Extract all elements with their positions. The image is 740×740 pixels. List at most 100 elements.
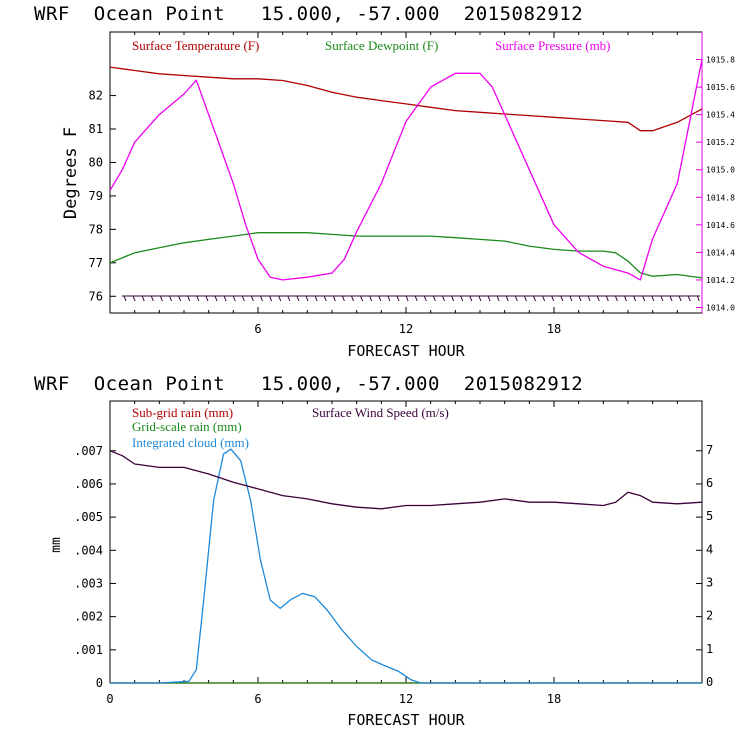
wind-barb [523,295,527,302]
wind-barb [451,295,455,302]
x-tick-label: 6 [254,322,261,336]
y-axis-label: Degrees F [61,127,81,219]
wind-barb [687,295,691,302]
wind-barb [496,295,500,302]
wind-barb [551,295,555,302]
wind-barb [141,295,145,302]
y-tick-label: 0 [96,676,103,690]
wind-barb [396,295,400,302]
wind-barb [651,295,655,302]
wind-barb [278,295,282,302]
wind-barb [351,295,354,302]
y2-tick-label: 6 [706,476,713,490]
wind-barb [123,295,127,302]
wind-barb [514,295,518,302]
y2-tick-label: 0 [706,675,713,689]
wind-barb [132,295,136,302]
y-tick-label: .003 [74,576,103,590]
wind-barb [405,295,409,302]
x-axis-label: FORECAST HOUR [347,711,465,729]
y-tick-label: .004 [74,543,103,557]
wind-barb [369,295,373,302]
y2-tick-label: 4 [706,542,713,556]
wind-barb [442,295,445,302]
y-tick-label: .006 [74,477,103,491]
wind-barb [596,295,600,302]
wind-barb [196,295,200,302]
wind-barb [605,295,609,302]
y2-tick-label: 1014.8 [706,193,735,202]
wind-barb [423,295,427,302]
x-tick-label: 6 [254,692,261,706]
wind-barb [223,295,227,302]
wind-barb [569,295,573,302]
wind-barb [678,295,682,302]
series-line-surface-pressure-mb [109,59,703,281]
wind-barb [296,295,300,302]
wind-barb [323,295,327,302]
y2-tick-label: 5 [706,509,713,523]
wind-barb [269,295,273,302]
series-line-surface-wind-speed-m-s [109,450,703,510]
wind-barb [214,295,218,302]
y2-tick-label: 1015.4 [706,111,735,120]
wind-barb [542,295,546,302]
y2-tick-label: 1015.6 [706,83,735,92]
series-line-integrated-cloud-mm [110,448,702,684]
y2-tick-label: 1015.2 [706,138,735,147]
y2-tick-label: 1 [706,642,713,656]
wind-barb [332,295,336,302]
wind-barb [478,295,482,302]
y-tick-label: 77 [89,256,103,270]
y2-tick-label: 1014.4 [706,248,735,257]
chart-title-bottom: WRF Ocean Point 15.000, -57.000 20150829… [34,373,584,395]
wind-barb [487,295,491,302]
y-ticks: 0 .001 .002 .003 .004 .005 .006 .007 [74,444,116,690]
wind-barb [360,295,364,302]
legend-surface-pressure: Surface Pressure (mb) [495,38,611,53]
wind-barb [505,295,509,302]
y2-ticks: 0 1 2 3 4 5 6 7 [696,443,713,689]
y2-tick-label: 1014.6 [706,221,735,230]
plot-frame [109,31,703,314]
y2-tick-label: 1014.0 [706,303,735,312]
wind-barb [578,295,582,302]
y-tick-label: 82 [89,89,103,103]
legend-surface-wind-speed: Surface Wind Speed (m/s) [312,405,449,420]
x-tick-label: 0 [106,692,113,706]
wind-barb [660,295,664,302]
wind-barb [387,295,391,302]
series-line-surface-dewpoint-f [109,232,703,279]
legend-grid-scale-rain: Grid-scale rain (mm) [132,419,242,434]
y-tick-label: 80 [89,155,103,169]
x-ticks: 6 12 18 [134,32,678,336]
x-tick-label: 18 [547,692,561,706]
y-tick-label: .001 [74,643,103,657]
x-axis-label: FORECAST HOUR [347,342,465,360]
y2-tick-label: 3 [706,575,713,589]
wind-barb [560,295,564,302]
wind-barb [642,295,646,302]
y-tick-label: .005 [74,510,103,524]
wind-barb [159,295,163,302]
y-tick-label: 76 [89,289,103,303]
y2-tick-label: 2 [706,609,713,623]
wind-barb [669,295,673,302]
x-tick-label: 12 [399,692,413,706]
wind-barb [633,295,637,302]
y2-tick-label: 7 [706,443,713,457]
y2-tick-label: 1015.8 [706,56,735,65]
wind-barb [169,295,172,302]
wind-barbs [122,295,700,302]
legend-sub-grid-rain: Sub-grid rain (mm) [132,405,233,420]
wind-barb [287,295,291,302]
chart-bottom: 0 6 12 18 0.001.002.003.004.005.006.007 012… [49,400,713,729]
chart-title-top: WRF Ocean Point 15.000, -57.000 20150829… [34,3,584,25]
y-ticks: 76 77 78 79 80 81 82 [89,89,116,303]
y2-tick-label: 1014.2 [706,276,735,285]
y-tick-label: 81 [89,122,103,136]
wind-barb [624,295,627,302]
wind-barb [533,295,536,302]
wind-barb [414,295,418,302]
